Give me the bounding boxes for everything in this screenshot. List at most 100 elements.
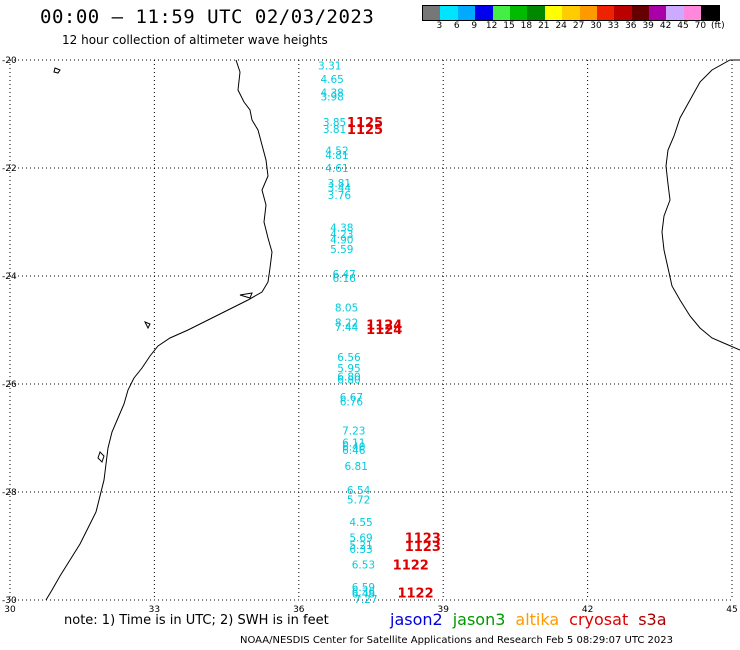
wave-height-label: 6.40 xyxy=(342,442,365,454)
wave-height-label: 6.81 xyxy=(345,461,368,473)
wave-height-label: 6.67 xyxy=(340,392,363,404)
wave-height-label: 4.81 xyxy=(325,150,348,162)
color-scale-label: 33 xyxy=(607,21,620,31)
x-tick-label: 45 xyxy=(726,605,737,615)
wave-height-label: 4.23 xyxy=(330,229,353,241)
y-tick-label: -24 xyxy=(2,272,17,282)
wave-height-label: 4.65 xyxy=(320,74,343,86)
wave-height-label: 3.44 xyxy=(328,182,352,194)
color-swatch xyxy=(579,6,597,20)
wave-height-label: 5.59 xyxy=(330,244,353,256)
wave-height-label: 4.55 xyxy=(349,517,372,529)
wave-height-label: 6.47 xyxy=(332,269,355,281)
color-swatch xyxy=(649,6,667,20)
wave-height-label: 4.90 xyxy=(330,234,353,246)
color-scale-label: 6 xyxy=(453,21,460,31)
color-scale-label: 70 xyxy=(694,21,707,31)
legend-item-s3a: s3a xyxy=(638,610,667,629)
color-swatch xyxy=(440,6,458,20)
color-swatch xyxy=(457,6,476,20)
legend-item-jason2: jason2 xyxy=(390,610,443,629)
legend-item-altika: altika xyxy=(515,610,560,629)
color-swatch xyxy=(701,6,719,20)
color-swatch xyxy=(562,6,580,20)
x-tick-label: 33 xyxy=(149,605,160,615)
color-scale-label: 12 xyxy=(485,21,498,31)
credit-text: NOAA/NESDIS Center for Satellite Applica… xyxy=(240,635,673,646)
time-label: 1123 xyxy=(405,531,441,546)
color-scale-label: 45 xyxy=(677,21,689,31)
page-title: 00:00 – 11:59 UTC 02/03/2023 xyxy=(40,6,375,28)
wave-height-label: 6.54 xyxy=(347,485,371,497)
wave-height-label: 6.80 xyxy=(337,371,360,383)
x-tick-label: 30 xyxy=(4,605,16,615)
color-swatch xyxy=(423,6,441,20)
color-swatch xyxy=(544,6,563,20)
time-label: 1124 xyxy=(366,323,402,338)
wave-height-label: 6.48 xyxy=(352,589,375,601)
color-swatch xyxy=(683,6,702,20)
color-swatch xyxy=(631,6,650,20)
wave-height-label: 5.72 xyxy=(347,495,370,507)
wave-height-label: 4.38 xyxy=(320,87,343,99)
color-scale-label: 27 xyxy=(572,21,585,31)
wave-height-label: 8.22 xyxy=(335,317,358,329)
time-label: 1122 xyxy=(397,586,433,601)
y-tick-label: -22 xyxy=(2,164,17,174)
y-tick-label: -20 xyxy=(2,56,17,66)
time-label: 1123 xyxy=(405,540,441,555)
wave-height-label: 6.59 xyxy=(352,582,375,594)
wave-height-label: 5.21 xyxy=(349,540,372,552)
page-subtitle: 12 hour collection of altimeter wave hei… xyxy=(62,33,328,47)
island-1 xyxy=(53,67,61,74)
color-swatch xyxy=(666,6,684,20)
legend-item-cryosat: cryosat xyxy=(569,610,629,629)
wave-height-label: 6.80 xyxy=(337,375,360,387)
coastline xyxy=(45,59,740,601)
wave-height-label: 6.16 xyxy=(332,273,356,285)
color-scale-label: 9 xyxy=(471,21,478,31)
color-scale-label: 15 xyxy=(503,21,515,31)
map-grid xyxy=(9,59,733,601)
color-scale-bar xyxy=(422,5,720,21)
wave-height-label: 4.38 xyxy=(330,222,353,234)
color-scale-label: 18 xyxy=(520,21,533,31)
wave-height-label: 6.76 xyxy=(340,396,364,408)
time-label: 1122 xyxy=(393,558,429,573)
wave-height-label: 7.23 xyxy=(342,425,365,437)
color-scale-label: (ft) xyxy=(711,21,725,31)
x-tick-label: 36 xyxy=(293,605,305,615)
wave-height-label: 3.31 xyxy=(318,60,341,72)
wave-height-label: 3.81 xyxy=(328,178,351,190)
africa-coastline xyxy=(45,59,273,601)
wave-height-label: 3.98 xyxy=(320,92,343,104)
wave-height-label: 3.85 xyxy=(323,117,346,129)
x-tick-label: 39 xyxy=(437,605,449,615)
madagascar-coastline xyxy=(661,59,740,351)
axis-labels: 30 33 36 39 42 45 -20 -22 -24 -26 -28 -30 xyxy=(2,56,738,615)
wave-height-label: 7.27 xyxy=(354,594,377,606)
wave-height-label: 4.52 xyxy=(325,146,348,158)
color-swatch xyxy=(509,6,528,20)
x-tick-label: 42 xyxy=(582,605,593,615)
color-scale-label: 3 xyxy=(436,21,443,31)
y-tick-label: -30 xyxy=(2,596,17,606)
satellite-legend: jason2 jason3 altika cryosat s3a xyxy=(390,610,667,629)
wave-height-label: 3.76 xyxy=(328,190,352,202)
wave-height-label: 4.61 xyxy=(325,163,348,175)
wave-height-label: 7.44 xyxy=(335,322,359,334)
time-label: 1125 xyxy=(347,123,383,138)
y-tick-label: -28 xyxy=(2,488,17,498)
wave-height-label: 5.69 xyxy=(349,532,372,544)
color-swatch xyxy=(596,6,615,20)
color-scale-labels: 3 6 9 12 15 18 21 24 27 30 33 36 39 42 45 70 (ft) xyxy=(422,21,740,33)
wave-height-label: 6.11 xyxy=(342,437,365,449)
color-scale-label: 42 xyxy=(659,21,672,31)
color-scale-label: 30 xyxy=(590,21,602,31)
color-swatch xyxy=(614,6,632,20)
legend-item-jason3: jason3 xyxy=(452,610,506,629)
wave-height-label: 5.95 xyxy=(337,363,360,375)
y-tick-label: -26 xyxy=(2,380,17,390)
